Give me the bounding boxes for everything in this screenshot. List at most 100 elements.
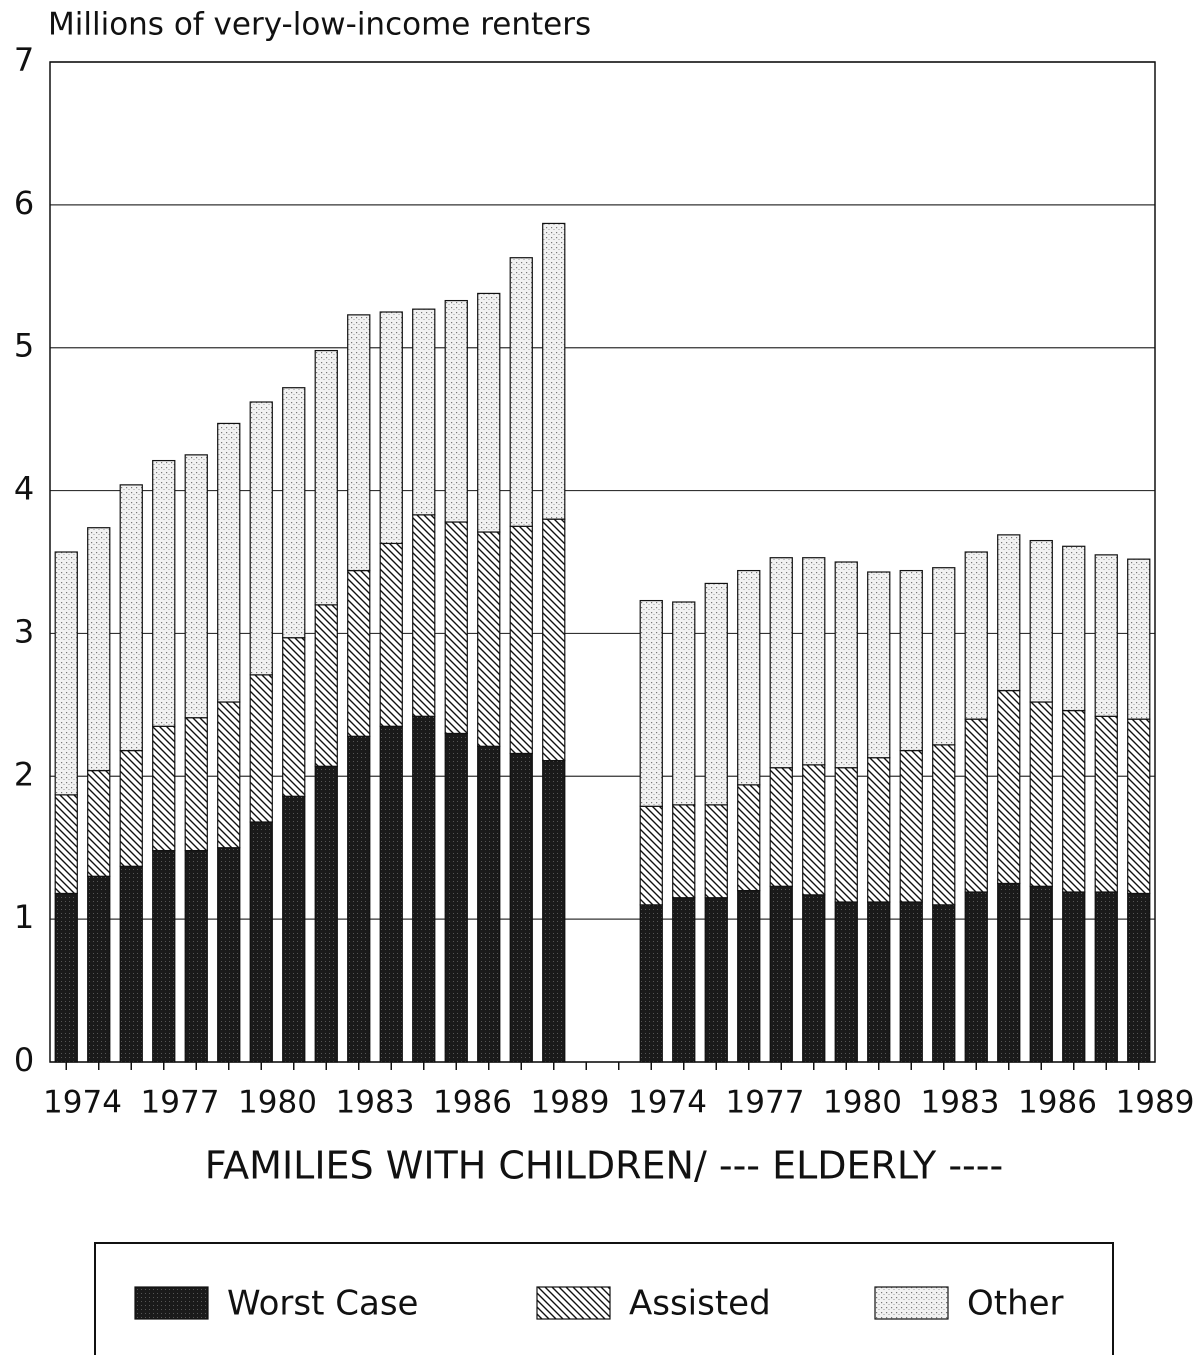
bar-segment: [769, 767, 793, 887]
x-tick-label: 1974: [628, 1085, 707, 1121]
legend-label: Worst Case: [227, 1284, 418, 1324]
y-tick-label: 2: [14, 755, 34, 793]
bar-segment: [737, 889, 761, 1063]
x-tick-label: 1977: [726, 1085, 805, 1121]
bar-segment: [672, 804, 696, 899]
bar-segment: [314, 349, 338, 606]
y-tick-label: 1: [14, 898, 34, 936]
bar-segment: [769, 557, 793, 769]
bar-segment: [997, 534, 1021, 692]
bar-segment: [964, 718, 988, 893]
bar-segment: [867, 571, 891, 759]
bar-segment: [119, 865, 143, 1063]
bar-segment: [639, 904, 663, 1063]
bar-segment: [704, 897, 728, 1063]
bar-segment: [379, 542, 403, 727]
x-tick-label: 1974: [43, 1085, 122, 1121]
bar-segment: [1029, 539, 1053, 703]
bar-segment: [347, 314, 371, 572]
bar-segment: [704, 582, 728, 806]
bar-segment: [1094, 891, 1118, 1063]
legend-box: [94, 1242, 1114, 1359]
bar-segment: [932, 744, 956, 906]
bar-segment: [1029, 885, 1053, 1063]
bar-segment: [477, 292, 501, 533]
bar-segment: [672, 897, 696, 1063]
bar-segment: [282, 795, 306, 1063]
legend-swatch: [134, 1286, 209, 1320]
bar-segment: [379, 725, 403, 1063]
bar-segment: [867, 901, 891, 1063]
bar-segment: [152, 459, 176, 727]
bar-segment: [282, 387, 306, 639]
bar-segment: [347, 569, 371, 737]
bar-segment: [249, 401, 273, 676]
bar-segment: [314, 604, 338, 767]
bar-segment: [899, 901, 923, 1063]
bar-segment: [412, 514, 436, 717]
legend-label: Other: [967, 1284, 1064, 1324]
y-tick-label: 6: [14, 184, 34, 222]
bar-segment: [964, 891, 988, 1063]
bar-segment: [152, 725, 176, 852]
x-axis-label: FAMILIES WITH CHILDREN/ --- ELDERLY ----: [205, 1144, 1003, 1188]
legend-swatch: [874, 1286, 949, 1320]
x-tick-label: 1986: [433, 1085, 512, 1121]
x-tick-label: 1980: [238, 1085, 317, 1121]
plot-frame: [49, 61, 1156, 1063]
bar-segment: [1062, 891, 1086, 1063]
x-tick-label: 1989: [531, 1085, 610, 1121]
bar-segment: [802, 557, 826, 766]
bar-segment: [184, 717, 208, 852]
bar-segment: [249, 674, 273, 823]
bar-segment: [737, 569, 761, 786]
x-tick-label: 1983: [336, 1085, 415, 1121]
bar-segment: [1094, 715, 1118, 893]
bar-segment: [152, 849, 176, 1063]
bar-segment: [834, 767, 858, 903]
bar-segment: [184, 454, 208, 719]
bar-segment: [867, 757, 891, 903]
bar-segment: [282, 637, 306, 797]
y-tick-label: 0: [14, 1041, 34, 1079]
y-tick-label: 4: [14, 470, 34, 508]
bar-segment: [477, 745, 501, 1063]
bar-segment: [379, 311, 403, 545]
bar-segment: [1127, 558, 1151, 720]
bar-segment: [1094, 554, 1118, 717]
bar-segment: [444, 299, 468, 523]
bar-segment: [672, 601, 696, 806]
x-tick-label: 1980: [823, 1085, 902, 1121]
bar-segment: [834, 901, 858, 1063]
y-tick-label: 7: [14, 41, 34, 79]
bar-segment: [54, 551, 78, 796]
legend-label: Assisted: [629, 1284, 771, 1324]
bar-segment: [1062, 709, 1086, 893]
bar-segment: [412, 308, 436, 516]
x-tick-label: 1989: [1116, 1085, 1195, 1121]
bar-segment: [217, 422, 241, 703]
bar-segment: [54, 892, 78, 1063]
bar-segment: [87, 769, 111, 877]
bar-segment: [542, 518, 566, 762]
bar-segment: [802, 764, 826, 896]
bar-segment: [249, 821, 273, 1063]
bar-segment: [639, 599, 663, 807]
bar-segment: [54, 794, 78, 895]
bar-segment: [1127, 718, 1151, 895]
bar-segment: [217, 701, 241, 849]
bar-segment: [542, 759, 566, 1063]
bar-segment: [769, 885, 793, 1063]
bar-segment: [1062, 545, 1086, 712]
bar-segment: [509, 257, 533, 527]
bar-segment: [184, 849, 208, 1063]
bar-segment: [704, 804, 728, 899]
bar-segment: [932, 904, 956, 1063]
bar-segment: [997, 689, 1021, 885]
bar-segment: [509, 752, 533, 1063]
bar-segment: [119, 484, 143, 752]
bar-segment: [737, 784, 761, 892]
bar-segment: [964, 551, 988, 720]
bar-segment: [87, 527, 111, 772]
